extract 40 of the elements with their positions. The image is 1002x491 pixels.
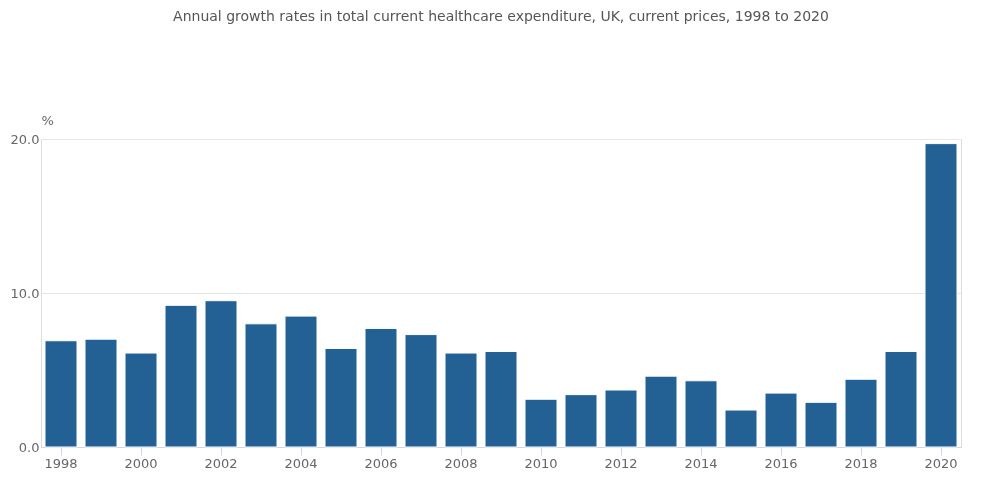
x-tick-label: 2014 <box>684 455 718 471</box>
bar <box>684 380 718 448</box>
bar <box>844 378 878 448</box>
y-tick-label: 10.0 <box>10 285 40 301</box>
x-tick-label: 2000 <box>124 455 158 471</box>
bar <box>404 334 438 448</box>
bar <box>244 323 278 448</box>
bar <box>924 143 958 448</box>
bar <box>44 340 78 448</box>
bar <box>724 409 758 448</box>
bar <box>124 352 158 448</box>
bar <box>324 347 358 448</box>
bar <box>644 375 678 448</box>
x-tick-label: 2012 <box>604 455 638 471</box>
bar <box>564 394 598 448</box>
bar <box>164 304 198 448</box>
bar <box>524 398 558 448</box>
x-tick-label: 2010 <box>524 455 558 471</box>
bar <box>764 392 798 448</box>
x-tick-label: 2006 <box>364 455 398 471</box>
x-tick-label: 2020 <box>924 455 958 471</box>
bar <box>204 300 238 448</box>
x-tick-label: 1998 <box>44 455 78 471</box>
x-tick-label: 2008 <box>444 455 478 471</box>
x-tick-label: 2018 <box>844 455 878 471</box>
bar <box>884 351 918 448</box>
x-tick-label: 2004 <box>284 455 318 471</box>
bar <box>604 389 638 448</box>
x-tick-label: 2002 <box>204 455 238 471</box>
bar <box>804 401 838 448</box>
y-tick-label: 20.0 <box>10 131 40 147</box>
bar <box>284 315 318 448</box>
chart-title: Annual growth rates in total current healthcare expenditure, UK, current prices, 1998 to 2020 <box>173 8 829 24</box>
bar <box>484 351 518 448</box>
bar <box>364 327 398 448</box>
y-axis-title: % <box>41 112 54 128</box>
x-tick-label: 2016 <box>764 455 798 471</box>
bar <box>444 352 478 448</box>
bar <box>84 338 118 448</box>
y-tick-label: 0.0 <box>18 439 40 455</box>
